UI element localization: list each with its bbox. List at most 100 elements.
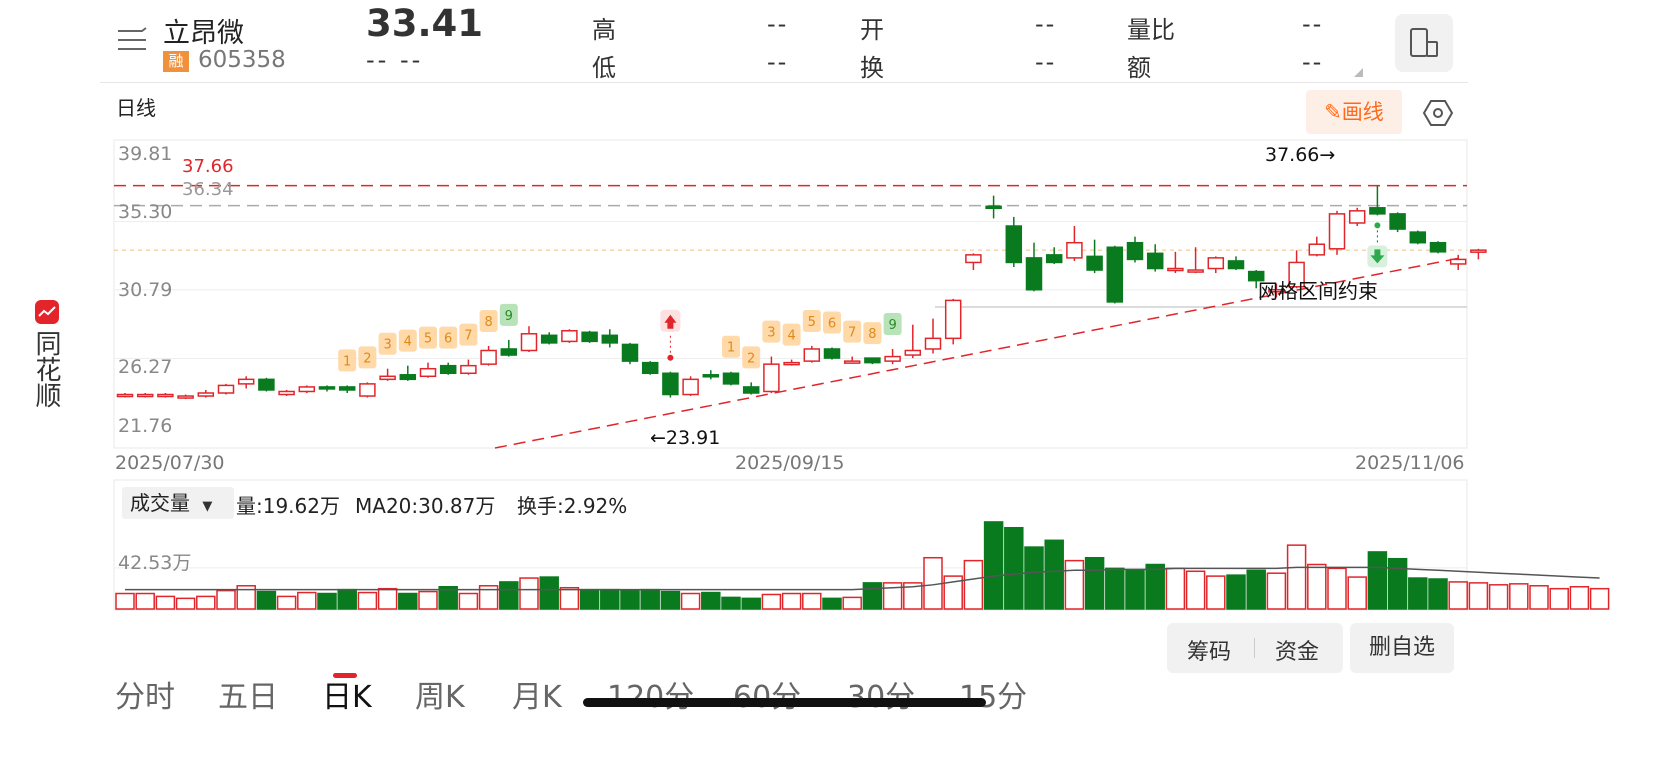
seq-mid-badge: [782, 323, 801, 346]
tab-weekly-k[interactable]: 周K: [415, 680, 465, 715]
candle-up: [379, 375, 396, 381]
candle-up: [217, 384, 235, 394]
candle-up: [904, 349, 922, 356]
y-tick-4: 21.76: [118, 415, 173, 437]
chips-button[interactable]: 筹码: [1187, 640, 1232, 665]
down-arrow-icon: [1370, 249, 1385, 264]
candle-up: [480, 349, 497, 365]
seq-mid-badge: [722, 335, 740, 358]
candle-down: [1025, 257, 1043, 291]
seq-up-badge: [378, 332, 397, 355]
seq-up-badge: [398, 329, 417, 352]
candle-down: [318, 386, 336, 390]
volume-bar-down: [499, 581, 519, 610]
hline-mid-label: 36.34: [182, 179, 234, 200]
volume-bar-up: [1286, 544, 1307, 610]
volume-bar-up: [377, 587, 398, 610]
candle-down: [1045, 254, 1063, 264]
tab-120min[interactable]: 120分: [607, 672, 694, 716]
candle-down: [1247, 270, 1265, 282]
chevron-down-icon: ▼: [202, 499, 213, 514]
volume-bar-up: [155, 595, 176, 610]
volume-bar-down: [1408, 577, 1428, 610]
app-name-vertical: 同花顺: [31, 330, 61, 408]
current-price: 33.41: [366, 2, 484, 45]
candle-up: [965, 254, 982, 264]
volume-bar-up: [196, 595, 216, 610]
tab-five-day[interactable]: 五日: [218, 680, 278, 715]
volume-bar-down: [1367, 551, 1388, 610]
volume-bar-down: [1145, 563, 1165, 610]
volume-ma20: MA20:30.87万: [355, 494, 496, 518]
tab-60min[interactable]: 60分: [733, 672, 801, 716]
candle-up: [1470, 249, 1487, 253]
volume-ma-line: [125, 566, 1600, 591]
up-arrow-icon: [664, 314, 677, 329]
home-indicator[interactable]: [583, 698, 986, 707]
candle-down: [1146, 252, 1164, 270]
candle-down: [439, 364, 457, 375]
candle-up: [1328, 213, 1346, 250]
volume-bar-down: [822, 597, 842, 610]
volume-bar-down: [1125, 569, 1145, 610]
seq-up-badge: [338, 349, 357, 372]
volume-bar-up: [802, 592, 822, 610]
volume-bar-up: [1529, 585, 1549, 610]
volume-bar-down: [1226, 574, 1246, 610]
volume-bar-up: [1589, 587, 1610, 610]
funds-button[interactable]: 资金: [1275, 640, 1320, 665]
seq-mid-badge: [762, 320, 781, 343]
seq-mid-number: 4: [787, 329, 795, 344]
device-icon: [1410, 28, 1438, 57]
volume-bar-down: [600, 588, 620, 610]
device-rotate-button[interactable]: [1395, 14, 1453, 72]
stock-name: 立昂微: [163, 18, 244, 49]
candle-up: [237, 378, 255, 385]
seq-mid-badge: [802, 309, 821, 332]
seq-up-badge: [459, 323, 478, 346]
seq-mid-number: 8: [868, 327, 876, 342]
seq-up-number: 4: [404, 335, 412, 350]
remove-watchlist-button[interactable]: 删自选: [1350, 623, 1454, 673]
candle-down: [1086, 255, 1103, 271]
remove-watchlist-label: 删自选: [1368, 635, 1435, 660]
candle-down: [641, 361, 659, 375]
buy-signal-dot: [667, 354, 674, 361]
expand-corner-icon[interactable]: [1354, 68, 1363, 77]
candle-down: [1369, 207, 1386, 215]
volume-bar-up: [1206, 575, 1226, 610]
seq-mid-badge: [863, 322, 882, 345]
volume-value: 量:19.62万: [236, 494, 340, 518]
volume-bar-up: [1569, 586, 1590, 610]
indicator-select[interactable]: 成交量 ▼: [122, 487, 234, 519]
chips-funds-group: [1167, 623, 1343, 673]
settings-hex-icon[interactable]: [1422, 97, 1454, 133]
tab-15min[interactable]: 15分: [959, 680, 1028, 715]
candle-down: [662, 372, 679, 396]
volume-bar-down: [660, 590, 681, 610]
candle-up: [924, 337, 942, 350]
tab-30min[interactable]: 30分: [847, 672, 915, 716]
candle-up: [1268, 289, 1285, 293]
quote-turnover-value: --: [1035, 48, 1057, 76]
candle-up: [419, 367, 437, 378]
menu-icon[interactable]: [116, 26, 150, 58]
volume-bar-up: [1185, 570, 1206, 610]
volume-bar-up: [1064, 559, 1085, 610]
seq-up-badge: [358, 346, 377, 369]
draw-line-button[interactable]: ✎画线: [1306, 90, 1402, 134]
tab-daily-k[interactable]: 日K: [322, 680, 372, 715]
volume-bar-up: [1488, 584, 1509, 610]
volume-bar-down: [539, 576, 559, 610]
volume-bar-up: [1165, 567, 1186, 610]
seq-up-number: 8: [484, 315, 492, 330]
candle-up: [157, 393, 174, 398]
seq-mid-number: 2: [747, 351, 755, 366]
volume-turnover: 换手:2.92%: [517, 494, 628, 518]
tab-intraday[interactable]: 分时: [115, 680, 175, 715]
candle-up: [1207, 257, 1225, 270]
tab-monthly-k[interactable]: 月K: [512, 680, 562, 715]
margin-badge: 融: [163, 51, 189, 72]
candle-down: [621, 343, 639, 362]
